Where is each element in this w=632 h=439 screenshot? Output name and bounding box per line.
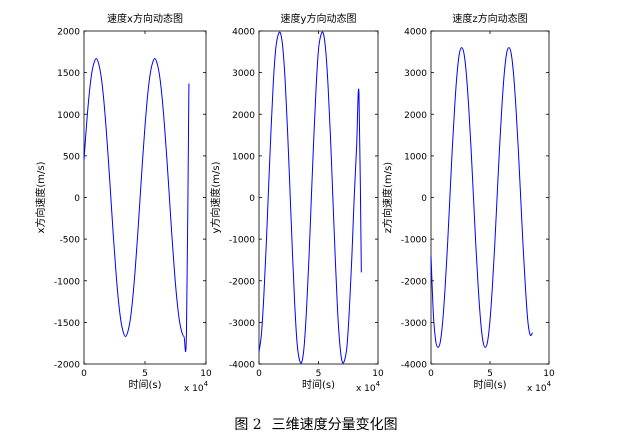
caption-figure-number: 图 2 [234,417,262,433]
series-line-1 [258,31,362,364]
y-axis-label: y方向速度(m/s) [209,161,222,233]
y-tick-label: 2000 [232,111,255,121]
series-line-1 [83,57,190,352]
caption-text: 三维速度分量变化图 [271,417,398,433]
y-tick-label: -1000 [229,236,255,246]
y-tick-label: -1000 [401,236,427,246]
x-tick-label: 5 [316,369,322,379]
x-axis-label: 时间(s) [473,378,506,391]
plot-frame [258,30,379,365]
y-tick-label: 1000 [57,111,80,121]
y-tick-label: -3000 [401,319,427,329]
x-tick-label: 5 [142,369,148,379]
chart-title: 速度x方向动态图 [107,12,183,25]
plot-frame [430,30,550,365]
y-tick-label: -500 [60,236,81,246]
y-tick-label: 1000 [232,152,255,162]
x-tick-label: 0 [81,369,87,379]
y-tick-label: 2000 [404,111,427,121]
y-tick-label: 2000 [57,28,80,38]
y-tick-label: 0 [249,194,255,204]
y-tick-label: 1000 [404,152,427,162]
y-tick-label: 3000 [232,69,255,79]
figure-caption: 图 2 三维速度分量变化图 [0,414,632,434]
x-tick-label: 10 [372,369,384,379]
y-tick-label: -3000 [229,319,255,329]
y-tick-label: 500 [63,152,80,162]
y-tick-label: -4000 [401,361,427,371]
y-tick-label: 1500 [57,69,80,79]
y-axis-label: z方向速度(m/s) [381,162,394,233]
y-tick-label: 3000 [404,69,427,79]
chart-title: 速度y方向动态图 [281,12,357,25]
series-line-1 [430,47,533,348]
y-tick-label: -4000 [229,361,255,371]
x-tick-label: 5 [487,369,493,379]
x-axis-exponent: x 104 [527,380,552,394]
x-axis-label: 时间(s) [302,378,335,391]
chart-panel-3: 速度z方向动态图 -4000 -3000 -2000 -1000 0 1000 2000 300… [381,12,555,394]
y-tick-label: -2000 [401,277,427,287]
x-tick-label: 0 [256,369,262,379]
chart-title: 速度z方向动态图 [452,12,527,25]
x-tick-label: 10 [543,369,555,379]
y-axis-label: x方向速度(m/s) [34,161,47,233]
y-tick-label: 4000 [404,28,427,38]
x-tick-label: 10 [200,369,212,379]
x-axis-exponent: x 104 [356,380,381,394]
y-tick-label: -1500 [54,319,80,329]
x-axis-exponent: x 104 [184,380,209,394]
x-tick-label: 0 [428,369,434,379]
plot-frame [83,30,207,365]
x-axis-label: 时间(s) [128,378,161,391]
y-tick-label: 4000 [232,28,255,38]
y-tick-label: -1000 [54,277,80,287]
chart-panel-1: 速度x方向动态图 -2000 -1500 -1000 -500 0 500 1000 1500 2… [34,12,212,394]
chart-panel-2: 速度y方向动态图 -4000 -3000 -2000 -1000 0 1000 2000 300… [209,12,384,394]
y-tick-label: -2000 [229,277,255,287]
y-tick-label: 0 [74,194,80,204]
y-tick-label: 0 [421,194,427,204]
y-tick-label: -2000 [54,361,80,371]
